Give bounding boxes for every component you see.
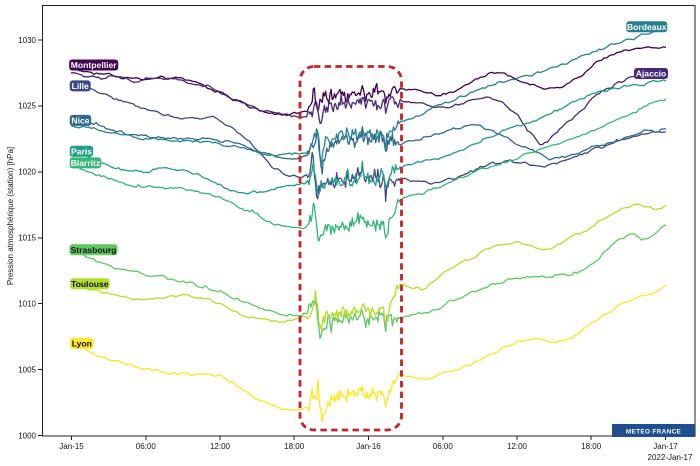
svg-text:1005: 1005: [18, 365, 36, 374]
svg-text:1030: 1030: [18, 36, 36, 45]
svg-text:Pression atmosphérique (statio: Pression atmosphérique (station) [hPa]: [6, 147, 15, 285]
svg-text:Strasbourg: Strasbourg: [71, 245, 117, 255]
svg-text:12:00: 12:00: [210, 442, 231, 451]
svg-text:2022-Jan-17: 2022-Jan-17: [648, 453, 693, 462]
svg-text:Ajaccio: Ajaccio: [636, 69, 667, 79]
svg-text:Jan-15: Jan-15: [59, 442, 84, 451]
svg-text:Lille: Lille: [72, 81, 89, 91]
svg-text:Montpellier: Montpellier: [71, 60, 117, 70]
svg-text:Jan-17: Jan-17: [653, 442, 678, 451]
svg-text:1010: 1010: [18, 300, 36, 309]
svg-text:06:00: 06:00: [136, 442, 157, 451]
svg-text:06:00: 06:00: [433, 442, 454, 451]
svg-text:1000: 1000: [18, 431, 36, 440]
svg-text:1020: 1020: [18, 168, 36, 177]
svg-text:1015: 1015: [18, 234, 36, 243]
svg-text:Nice: Nice: [71, 115, 89, 125]
svg-text:Lyon: Lyon: [72, 338, 92, 348]
svg-text:1025: 1025: [18, 102, 36, 111]
svg-text:Toulouse: Toulouse: [71, 279, 109, 289]
svg-text:Paris: Paris: [71, 146, 92, 156]
svg-text:Jan-16: Jan-16: [356, 442, 381, 451]
svg-text:METEO FRANCE: METEO FRANCE: [626, 429, 682, 436]
svg-text:12:00: 12:00: [507, 442, 528, 451]
svg-text:Biarritz: Biarritz: [71, 158, 101, 168]
svg-text:18:00: 18:00: [581, 442, 602, 451]
svg-text:Bordeaux: Bordeaux: [627, 22, 667, 32]
svg-text:18:00: 18:00: [284, 442, 305, 451]
